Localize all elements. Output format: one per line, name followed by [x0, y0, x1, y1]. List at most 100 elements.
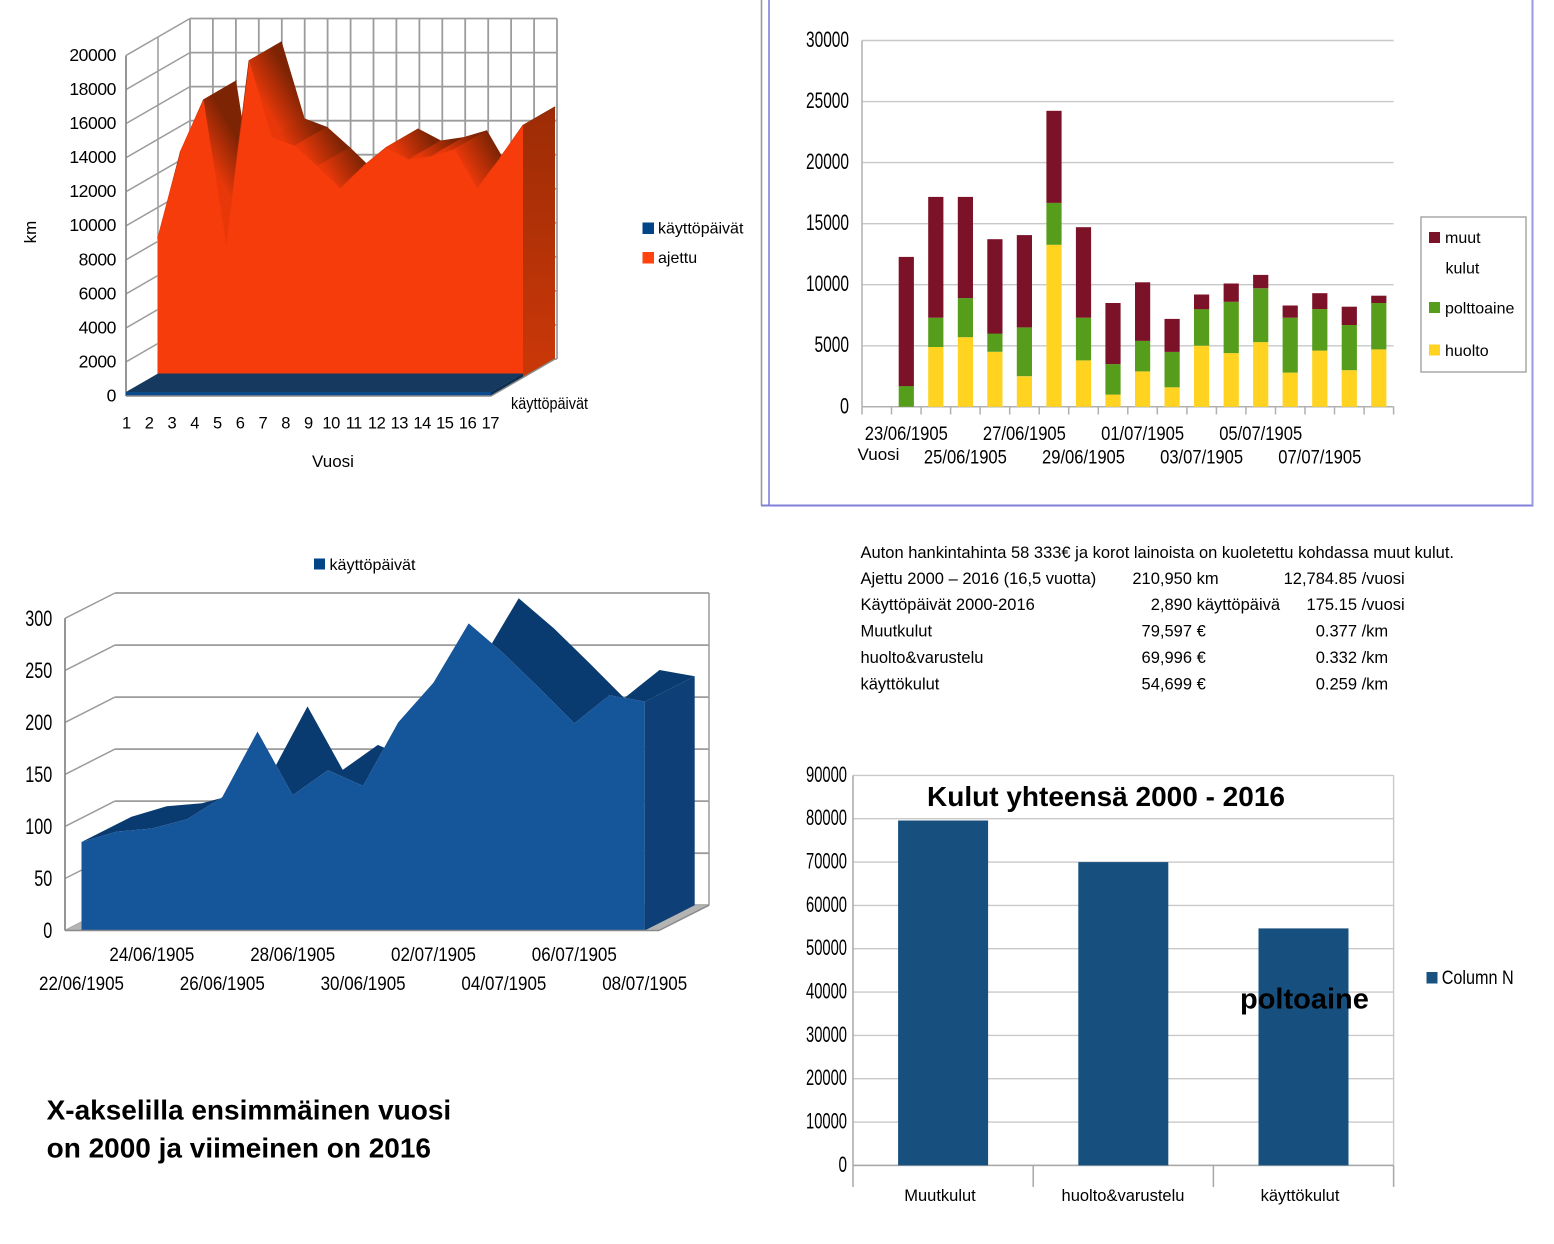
svg-text:€: €: [1192, 649, 1206, 667]
svg-text:25/06/1905: 25/06/1905: [924, 447, 1007, 469]
svg-text:Column N: Column N: [1442, 967, 1514, 989]
svg-text:ajettu: ajettu: [658, 250, 697, 267]
svg-text:79,597: 79,597: [1142, 623, 1192, 641]
svg-text:200: 200: [25, 710, 52, 735]
svg-text:01/07/1905: 01/07/1905: [1101, 423, 1184, 445]
svg-text:12,784.85: 12,784.85: [1284, 570, 1357, 588]
svg-text:käyttökulut: käyttökulut: [1261, 1187, 1340, 1205]
svg-text:0: 0: [107, 386, 117, 406]
svg-text:0.377: 0.377: [1316, 623, 1357, 641]
svg-text:0.332: 0.332: [1316, 649, 1357, 667]
svg-text:km: km: [21, 221, 40, 244]
svg-text:käyttöpäivät: käyttöpäivät: [658, 221, 744, 238]
svg-text:Auton hankintahinta 58 333€ ja: Auton hankintahinta 58 333€ ja korot lai…: [861, 544, 1454, 562]
svg-text:250: 250: [25, 658, 52, 683]
svg-text:25000: 25000: [806, 88, 849, 113]
svg-text:16000: 16000: [69, 113, 116, 133]
svg-text:4: 4: [190, 415, 199, 433]
svg-text:20000: 20000: [806, 149, 849, 174]
svg-text:6: 6: [236, 415, 245, 433]
svg-text:1: 1: [122, 415, 131, 433]
svg-text:50000: 50000: [806, 935, 847, 960]
svg-text:26/06/1905: 26/06/1905: [180, 973, 265, 995]
svg-text:huolto&varustelu: huolto&varustelu: [861, 649, 984, 667]
svg-text:X-akselilla ensimmäinen vuosi: X-akselilla ensimmäinen vuosi: [47, 1095, 452, 1126]
svg-text:210,950: 210,950: [1132, 570, 1192, 588]
svg-text:3: 3: [167, 415, 176, 433]
svg-text:90000: 90000: [806, 762, 847, 787]
svg-text:käyttöpäivät: käyttöpäivät: [511, 395, 588, 413]
svg-text:Muutkulut: Muutkulut: [904, 1187, 976, 1205]
svg-text:15: 15: [436, 415, 454, 433]
svg-text:Ajettu 2000 – 2016 (16,5 vuott: Ajettu 2000 – 2016 (16,5 vuotta): [861, 570, 1097, 588]
svg-text:huolto: huolto: [1445, 343, 1489, 360]
svg-text:4000: 4000: [79, 317, 117, 337]
svg-text:poltoaine: poltoaine: [1240, 984, 1369, 1016]
svg-text:5: 5: [213, 415, 222, 433]
svg-text:28/06/1905: 28/06/1905: [250, 944, 335, 966]
svg-text:/vuosi: /vuosi: [1357, 570, 1405, 588]
svg-text:14: 14: [413, 415, 431, 433]
svg-text:€: €: [1192, 676, 1206, 694]
svg-text:/km: /km: [1357, 649, 1388, 667]
svg-text:20000: 20000: [806, 1065, 847, 1090]
svg-text:80000: 80000: [806, 805, 847, 830]
svg-text:15000: 15000: [806, 210, 849, 235]
svg-text:huolto&varustelu: huolto&varustelu: [1062, 1187, 1185, 1205]
svg-text:40000: 40000: [806, 979, 847, 1004]
svg-text:08/07/1905: 08/07/1905: [602, 973, 687, 995]
svg-text:54,699: 54,699: [1142, 676, 1192, 694]
svg-text:30/06/1905: 30/06/1905: [321, 973, 406, 995]
svg-text:2000: 2000: [79, 351, 117, 371]
svg-text:Muutkulut: Muutkulut: [861, 623, 933, 641]
svg-text:300: 300: [25, 606, 52, 631]
svg-text:10000: 10000: [806, 271, 849, 296]
svg-text:/vuosi: /vuosi: [1357, 596, 1405, 614]
svg-text:30000: 30000: [806, 1022, 847, 1047]
svg-text:km: km: [1192, 570, 1219, 588]
svg-text:7: 7: [258, 415, 267, 433]
svg-text:0: 0: [840, 393, 849, 418]
svg-text:60000: 60000: [806, 892, 847, 917]
svg-text:käyttökulut: käyttökulut: [861, 676, 940, 694]
svg-text:69,996: 69,996: [1142, 649, 1192, 667]
svg-text:02/07/1905: 02/07/1905: [391, 944, 476, 966]
svg-text:käyttöpäivä: käyttöpäivä: [1192, 596, 1281, 614]
svg-text:10000: 10000: [69, 215, 116, 235]
svg-text:12000: 12000: [69, 181, 116, 201]
svg-text:2,890: 2,890: [1151, 596, 1192, 614]
svg-text:11: 11: [346, 415, 362, 433]
svg-text:kulut: kulut: [1446, 261, 1480, 278]
svg-text:03/07/1905: 03/07/1905: [1160, 447, 1243, 469]
svg-text:04/07/1905: 04/07/1905: [461, 973, 546, 995]
svg-text:on 2000 ja viimeinen on 2016: on 2000 ja viimeinen on 2016: [47, 1133, 431, 1164]
svg-text:100: 100: [25, 814, 52, 839]
svg-text:29/06/1905: 29/06/1905: [1042, 447, 1125, 469]
svg-text:70000: 70000: [806, 849, 847, 874]
svg-text:9: 9: [304, 415, 313, 433]
svg-text:17: 17: [482, 415, 500, 433]
svg-text:Vuosi: Vuosi: [858, 445, 900, 464]
svg-text:muut: muut: [1445, 230, 1481, 247]
svg-text:€: €: [1192, 623, 1206, 641]
svg-text:13: 13: [391, 415, 409, 433]
svg-text:6000: 6000: [79, 283, 117, 303]
svg-text:Käyttöpäivät 2000-2016: Käyttöpäivät 2000-2016: [861, 596, 1035, 614]
svg-text:27/06/1905: 27/06/1905: [983, 423, 1066, 445]
svg-text:8: 8: [281, 415, 290, 433]
svg-text:0: 0: [43, 918, 52, 943]
svg-text:0: 0: [839, 1152, 848, 1177]
svg-text:Kulut yhteensä 2000 - 2016: Kulut yhteensä 2000 - 2016: [927, 781, 1285, 812]
svg-text:16: 16: [459, 415, 477, 433]
svg-text:05/07/1905: 05/07/1905: [1219, 423, 1302, 445]
svg-text:polttoaine: polttoaine: [1445, 301, 1514, 318]
svg-text:12: 12: [368, 415, 386, 433]
svg-text:24/06/1905: 24/06/1905: [109, 944, 194, 966]
svg-text:150: 150: [25, 762, 52, 787]
svg-text:23/06/1905: 23/06/1905: [865, 423, 948, 445]
svg-text:Vuosi: Vuosi: [312, 452, 354, 471]
svg-text:175.15: 175.15: [1307, 596, 1357, 614]
svg-text:2: 2: [145, 415, 154, 433]
svg-text:5000: 5000: [815, 332, 850, 357]
svg-text:20000: 20000: [69, 45, 116, 65]
